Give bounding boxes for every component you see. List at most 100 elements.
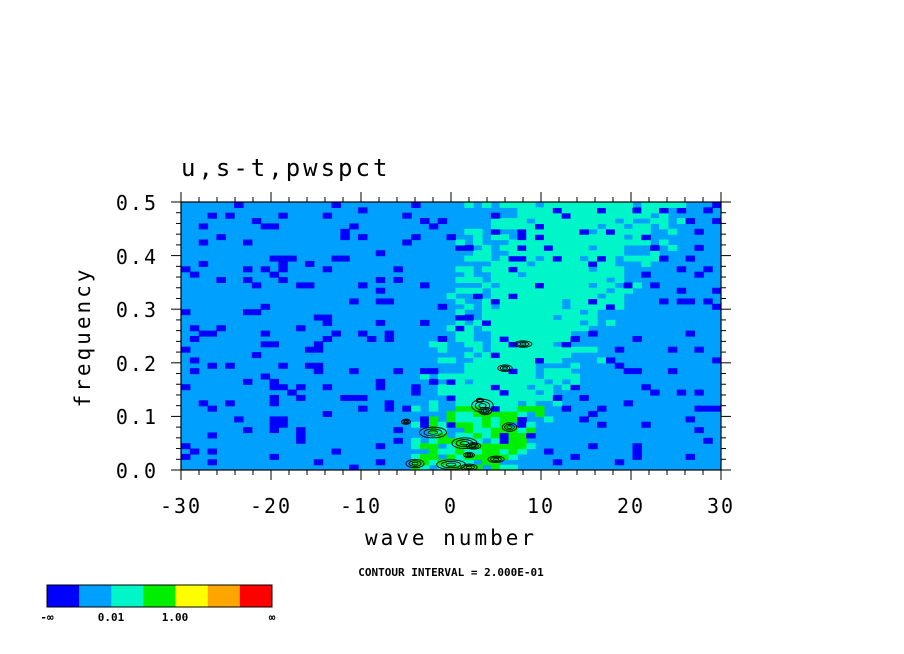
heatmap-cell	[535, 271, 545, 278]
heatmap-cell	[517, 309, 527, 316]
colorbar-swatch	[239, 585, 273, 607]
heatmap-cell	[535, 223, 545, 230]
heatmap-cell	[490, 400, 501, 407]
heatmap-cell	[535, 239, 545, 246]
heatmap-cell	[499, 287, 510, 294]
heatmap-cell	[517, 234, 527, 241]
heatmap-cell	[526, 314, 536, 321]
heatmap-cell	[694, 346, 704, 353]
heatmap-cell	[508, 260, 518, 267]
heatmap-cell	[605, 212, 616, 219]
heatmap-cell	[588, 207, 598, 214]
heatmap-cell	[508, 464, 518, 470]
heatmap-cell	[561, 282, 572, 289]
colorbar-label: ∞	[269, 611, 276, 624]
heatmap-cell	[543, 234, 554, 241]
heatmap-cell	[384, 298, 395, 305]
heatmap-cell	[543, 357, 554, 364]
heatmap-cell	[570, 325, 580, 332]
heatmap-cell	[526, 432, 536, 439]
heatmap-cell	[198, 239, 209, 246]
heatmap-cell	[561, 260, 572, 267]
heatmap-cell	[561, 234, 572, 241]
heatmap-cell	[375, 277, 386, 283]
heatmap-cell	[473, 373, 483, 380]
heatmap-cell	[455, 287, 465, 294]
heatmap-cell	[420, 218, 430, 225]
heatmap-cell	[455, 384, 465, 391]
heatmap-cell	[685, 298, 696, 305]
heatmap-cell	[535, 244, 545, 251]
heatmap-cell	[570, 314, 580, 321]
heatmap-cell	[517, 330, 527, 337]
heatmap-cell	[526, 330, 536, 337]
heatmap-cell	[517, 298, 527, 305]
heatmap-cell	[570, 287, 580, 294]
heatmap-cell	[411, 384, 421, 391]
heatmap-cell	[499, 453, 510, 460]
heatmap-cell	[543, 346, 554, 353]
heatmap-cell	[490, 260, 501, 267]
heatmap-cell	[473, 432, 483, 439]
heatmap-cell	[269, 427, 279, 434]
heatmap-cell	[614, 287, 625, 294]
heatmap-cell	[331, 330, 341, 337]
heatmap-cell	[260, 341, 271, 348]
heatmap-cell	[455, 336, 465, 342]
heatmap-cell	[490, 346, 501, 353]
heatmap-cell	[526, 303, 536, 310]
heatmap-cell	[614, 266, 625, 273]
heatmap-cell	[437, 389, 448, 396]
heatmap-cell	[464, 352, 474, 359]
heatmap-cell	[579, 298, 589, 305]
heatmap-cell	[614, 234, 625, 241]
heatmap-cell	[579, 277, 589, 283]
heatmap-cell	[464, 287, 474, 294]
heatmap-cell	[517, 448, 527, 455]
heatmap-cell	[437, 437, 448, 444]
heatmap-cell	[552, 400, 563, 407]
heatmap-cell	[499, 352, 510, 359]
heatmap-cell	[375, 443, 386, 450]
heatmap-cell	[650, 207, 660, 214]
heatmap-cell	[508, 405, 518, 412]
heatmap-cell	[393, 277, 403, 283]
heatmap-cell	[588, 255, 598, 262]
heatmap-cell	[543, 352, 554, 359]
heatmap-cell	[508, 357, 518, 364]
heatmap-cell	[428, 421, 439, 428]
heatmap-cell	[207, 405, 218, 412]
heatmap-cell	[588, 239, 598, 246]
heatmap-cell	[455, 448, 465, 455]
heatmap-cell	[490, 416, 501, 423]
heatmap-cell	[508, 287, 518, 294]
contour-line	[455, 439, 474, 448]
heatmap-cell	[464, 341, 474, 348]
heatmap-cell	[499, 443, 510, 450]
heatmap-cell	[561, 336, 572, 342]
heatmap-cell	[526, 405, 536, 412]
heatmap-cell	[517, 239, 527, 246]
heatmap-cell	[490, 378, 501, 385]
heatmap-cell	[420, 443, 430, 450]
heatmap-cell	[446, 416, 457, 423]
heatmap-cell	[481, 416, 492, 423]
heatmap-cell	[543, 368, 554, 375]
heatmap-cell	[535, 384, 545, 391]
contour-line	[492, 457, 500, 461]
heatmap-cell	[508, 400, 518, 407]
heatmap-cell	[251, 352, 262, 359]
heatmap-cell	[499, 336, 510, 342]
heatmap-cell	[543, 314, 554, 321]
heatmap-cell	[508, 432, 518, 439]
heatmap-cell	[499, 405, 510, 412]
heatmap-cell	[543, 260, 554, 267]
heatmap-cell	[570, 223, 580, 230]
heatmap-cell	[499, 218, 510, 225]
heatmap-cell	[597, 357, 607, 364]
heatmap-cell	[490, 357, 501, 364]
heatmap-cell	[473, 384, 483, 391]
heatmap-cell	[331, 202, 341, 208]
heatmap-cell	[552, 319, 563, 326]
